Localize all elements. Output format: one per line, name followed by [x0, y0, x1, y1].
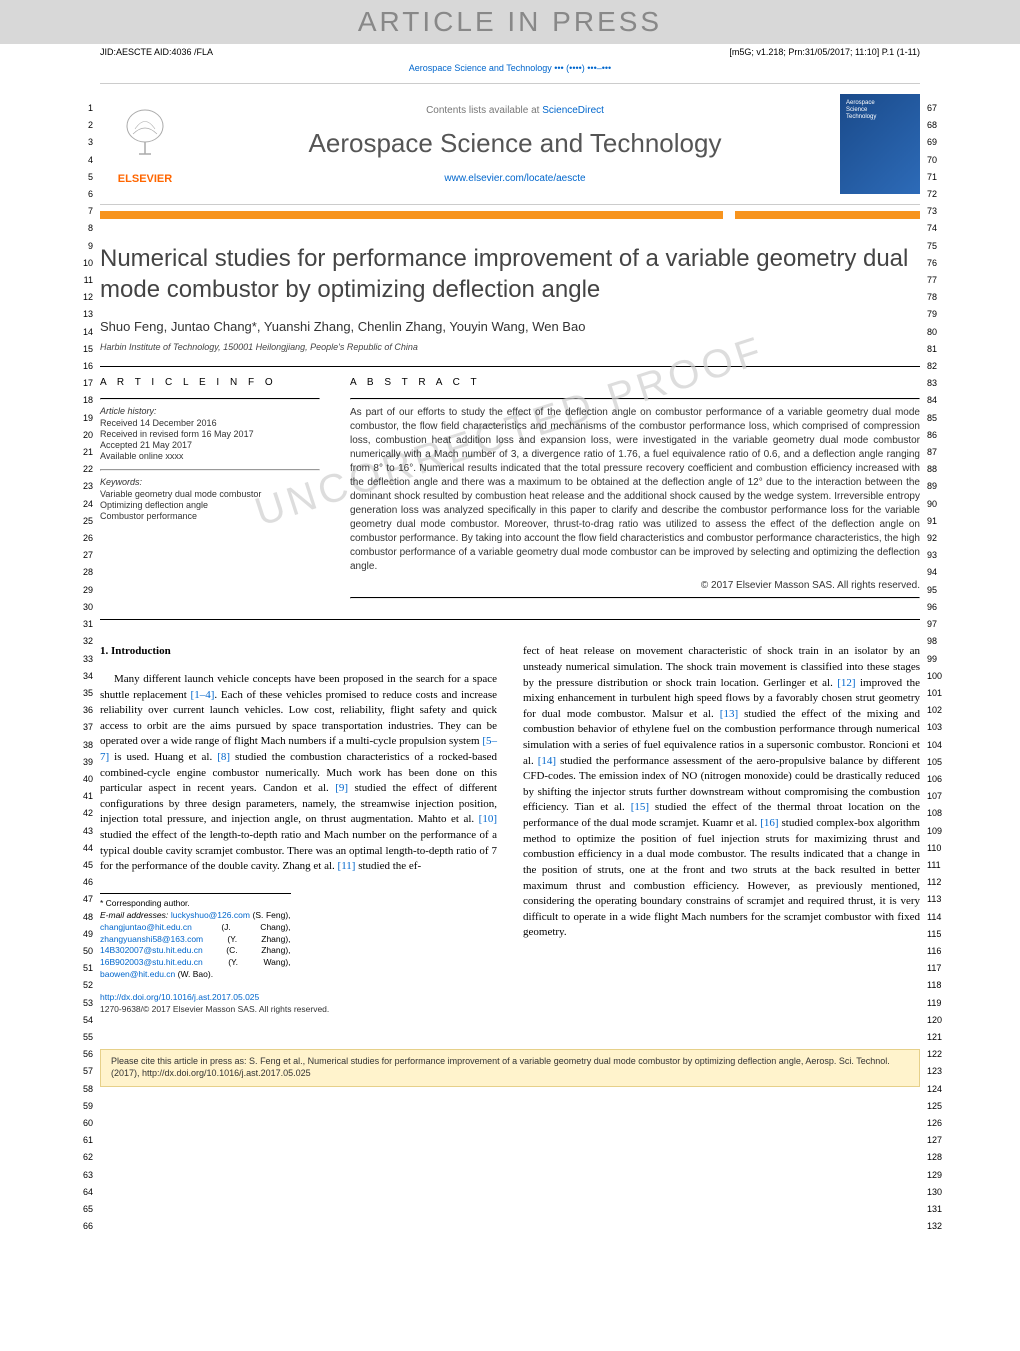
email-2[interactable]: changjuntao@hit.edu.cn [100, 922, 192, 932]
emails-label: E-mail addresses: [100, 910, 168, 920]
history-label: Article history: [100, 406, 320, 416]
meta-right: [m5G; v1.218; Prn:31/05/2017; 11:10] P.1… [729, 47, 920, 57]
body-right-para: fect of heat release on movement charact… [523, 644, 920, 941]
info-abstract-row: A R T I C L E I N F O Article history: R… [100, 367, 920, 619]
email-3-name: (Y. Zhang), [227, 934, 290, 944]
email-4[interactable]: 14B302007@stu.hit.edu.cn [100, 945, 203, 955]
sciencedirect-link[interactable]: ScienceDirect [542, 105, 604, 116]
hr-bottom [100, 619, 920, 620]
email-6-name: (W. Bao). [178, 969, 213, 979]
line-numbers-left: 1 2 3 4 5 6 7 8 9 10 11 12 13 14 15 16 1… [73, 100, 93, 1235]
journal-header: ELSEVIER Contents lists available at Sci… [100, 83, 920, 205]
elsevier-label: ELSEVIER [100, 173, 190, 185]
email-2-name: (J. Chang), [221, 922, 290, 932]
contents-line: Contents lists available at ScienceDirec… [190, 105, 840, 116]
article-info-heading: A R T I C L E I N F O [100, 377, 320, 388]
body-col-right: fect of heat release on movement charact… [523, 644, 920, 1015]
cover-label: Aerospace Science Technology [846, 100, 876, 122]
body-left-para: Many different launch vehicle concepts h… [100, 672, 497, 875]
cite-in-press-box: Please cite this article in press as: S.… [100, 1049, 920, 1086]
journal-url[interactable]: www.elsevier.com/locate/aescte [190, 173, 840, 184]
section-1-heading: 1. Introduction [100, 644, 497, 660]
header-center: Contents lists available at ScienceDirec… [190, 105, 840, 184]
doi-block: http://dx.doi.org/10.1016/j.ast.2017.05.… [100, 991, 497, 1015]
abstract-heading: A B S T R A C T [350, 377, 920, 388]
keyword-3: Combustor performance [100, 511, 320, 521]
journal-name: Aerospace Science and Technology [190, 128, 840, 159]
line-numbers-right: 67 68 69 70 71 72 73 74 75 76 77 78 79 8… [927, 100, 947, 1235]
journal-citation-line: Aerospace Science and Technology ••• (••… [0, 60, 1020, 83]
emails-block: E-mail addresses: luckyshuo@126.com (S. … [100, 910, 291, 981]
keyword-1: Variable geometry dual mode combustor [100, 489, 320, 499]
elsevier-tree-icon [100, 104, 190, 173]
abstract-text: As part of our efforts to study the effe… [350, 406, 920, 574]
abstract-col: A B S T R A C T As part of our efforts t… [350, 377, 920, 605]
article-in-press-banner: ARTICLE IN PRESS [0, 0, 1020, 44]
orange-divider-bar [100, 211, 920, 219]
body-columns: 1. Introduction Many different launch ve… [100, 644, 920, 1015]
email-5-name: (Y. Wang), [228, 957, 290, 967]
email-1[interactable]: luckyshuo@126.com [171, 910, 250, 920]
email-3[interactable]: zhangyuanshi58@163.com [100, 934, 203, 944]
article-title: Numerical studies for performance improv… [100, 243, 920, 305]
email-5[interactable]: 16B902003@stu.hit.edu.cn [100, 957, 203, 967]
keywords-label: Keywords: [100, 477, 320, 487]
footnotes: * Corresponding author. E-mail addresses… [100, 893, 291, 981]
abstract-copyright: © 2017 Elsevier Masson SAS. All rights r… [350, 580, 920, 591]
doi-url[interactable]: http://dx.doi.org/10.1016/j.ast.2017.05.… [100, 991, 497, 1003]
keyword-2: Optimizing deflection angle [100, 500, 320, 510]
corresponding-author: * Corresponding author. [100, 898, 291, 910]
affiliation: Harbin Institute of Technology, 150001 H… [100, 342, 920, 352]
issn-copyright: 1270-9638/© 2017 Elsevier Masson SAS. Al… [100, 1003, 497, 1015]
article-info-col: A R T I C L E I N F O Article history: R… [100, 377, 320, 605]
contents-prefix: Contents lists available at [426, 105, 542, 116]
publisher-logo-block: ELSEVIER [100, 104, 190, 185]
authors-line: Shuo Feng, Juntao Chang*, Yuanshi Zhang,… [100, 319, 920, 334]
meta-row: JID:AESCTE AID:4036 /FLA [m5G; v1.218; P… [0, 44, 1020, 60]
journal-cover-thumb: Aerospace Science Technology [840, 94, 920, 194]
accepted-date: Accepted 21 May 2017 [100, 440, 320, 450]
email-1-name: (S. Feng), [253, 910, 291, 920]
revised-date: Received in revised form 16 May 2017 [100, 429, 320, 439]
meta-left: JID:AESCTE AID:4036 /FLA [100, 47, 213, 57]
online-date: Available online xxxx [100, 451, 320, 461]
received-date: Received 14 December 2016 [100, 418, 320, 428]
body-col-left: 1. Introduction Many different launch ve… [100, 644, 497, 1015]
email-4-name: (C. Zhang), [226, 945, 290, 955]
email-6[interactable]: baowen@hit.edu.cn [100, 969, 175, 979]
